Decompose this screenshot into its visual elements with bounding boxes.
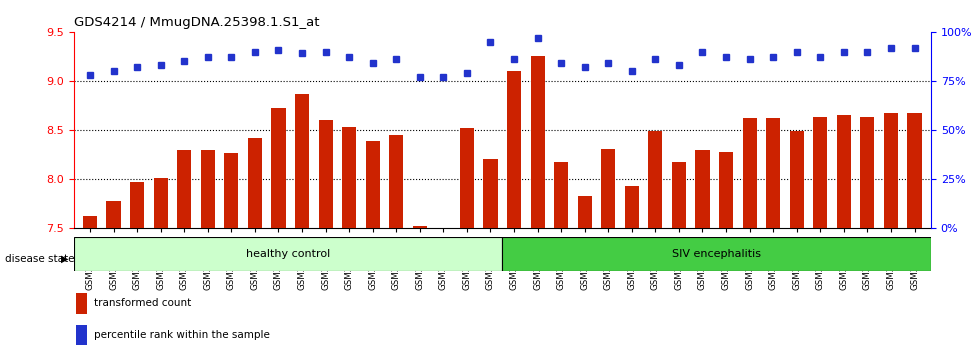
Bar: [837, 115, 851, 228]
Bar: [74, 237, 502, 271]
Bar: [790, 131, 804, 228]
Bar: [271, 108, 285, 228]
Bar: [719, 152, 733, 228]
Bar: [625, 186, 639, 228]
Bar: [696, 150, 710, 228]
Bar: [766, 118, 780, 228]
Bar: [201, 150, 215, 228]
Text: SIV encephalitis: SIV encephalitis: [672, 249, 761, 259]
Bar: [907, 113, 921, 228]
Bar: [649, 131, 662, 228]
Bar: [554, 161, 568, 228]
Text: disease state: disease state: [5, 254, 74, 264]
Bar: [107, 201, 121, 228]
Bar: [672, 161, 686, 228]
Bar: [813, 117, 827, 228]
Bar: [248, 138, 262, 228]
Bar: [577, 196, 592, 228]
Bar: [318, 120, 332, 228]
Bar: [83, 216, 97, 228]
Bar: [366, 141, 379, 228]
Bar: [884, 113, 898, 228]
Bar: [483, 159, 498, 228]
Bar: [389, 135, 404, 228]
Text: ▶: ▶: [61, 254, 69, 264]
Bar: [502, 237, 931, 271]
Bar: [130, 182, 144, 228]
Bar: [413, 226, 427, 228]
Bar: [530, 56, 545, 228]
Text: GDS4214 / MmugDNA.25398.1.S1_at: GDS4214 / MmugDNA.25398.1.S1_at: [74, 16, 319, 29]
Bar: [154, 178, 168, 228]
Bar: [342, 127, 356, 228]
Bar: [601, 149, 615, 228]
Bar: [460, 128, 474, 228]
Bar: [743, 118, 757, 228]
Bar: [177, 150, 191, 228]
Bar: [76, 325, 87, 346]
Bar: [295, 94, 309, 228]
Bar: [76, 293, 87, 314]
Bar: [224, 153, 238, 228]
Text: healthy control: healthy control: [246, 249, 330, 259]
Text: transformed count: transformed count: [94, 298, 191, 308]
Bar: [860, 117, 874, 228]
Bar: [507, 71, 521, 228]
Text: percentile rank within the sample: percentile rank within the sample: [94, 330, 270, 340]
